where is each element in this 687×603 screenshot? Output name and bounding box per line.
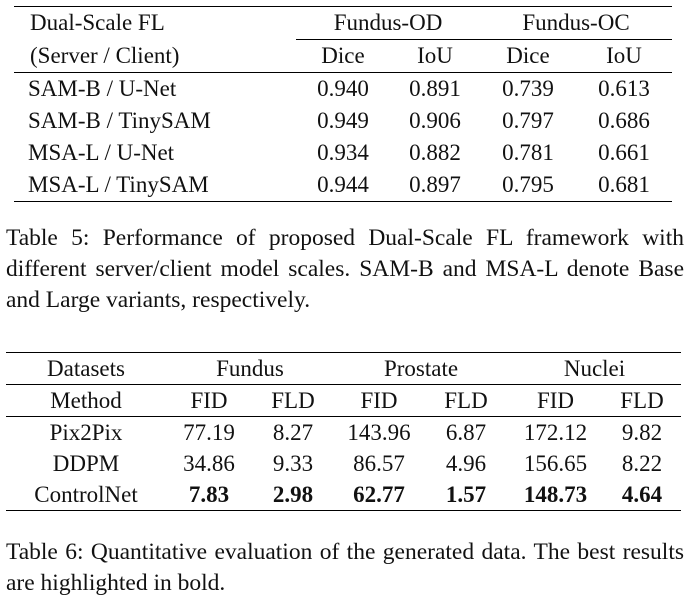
group-header: Prostate xyxy=(334,352,508,385)
value-cell: 77.19 xyxy=(166,416,252,448)
table-row: SAM-B / U-Net 0.940 0.891 0.739 0.613 xyxy=(14,72,672,105)
value-cell: 6.87 xyxy=(424,416,508,448)
value-cell: 0.797 xyxy=(502,108,554,133)
metric-header: FLD xyxy=(603,384,681,417)
value-cell: 0.795 xyxy=(480,169,576,202)
metric-header: FLD xyxy=(424,384,508,417)
table-row: DDPM 34.86 9.33 86.57 4.96 156.65 8.22 xyxy=(6,448,681,479)
value-cell: 0.891 xyxy=(390,72,480,105)
table-row: SAM-B / TinySAM 0.949 0.906 0.797 0.686 xyxy=(14,105,672,137)
table-header-row: Method FID FLD FID FLD FID FLD xyxy=(6,384,681,417)
model-cell: MSA-L / TinySAM xyxy=(14,169,296,202)
table-header-row: (Server / Client) Dice IoU Dice IoU xyxy=(14,39,672,73)
table-header-row: Datasets Fundus Prostate Nuclei xyxy=(6,352,681,385)
value-cell: 9.33 xyxy=(272,450,314,476)
metric-header: Dice xyxy=(480,39,576,73)
table-row: ControlNet 7.83 2.98 62.77 1.57 148.73 4… xyxy=(6,479,681,511)
best-value-cell: 62.77 xyxy=(334,479,424,511)
metric-header: Dice xyxy=(296,39,390,73)
best-value-cell: 1.57 xyxy=(424,479,508,511)
value-cell: 0.944 xyxy=(296,169,390,202)
table-5: Dual-Scale FL Fundus-OD Fundus-OC (Serve… xyxy=(14,6,672,202)
value-cell: 156.65 xyxy=(523,450,588,476)
header-cell: Dual-Scale FL xyxy=(14,6,296,40)
header-cell: (Server / Client) xyxy=(30,42,180,68)
table-row: MSA-L / TinySAM 0.944 0.897 0.795 0.681 xyxy=(14,169,672,202)
header-cell: Method xyxy=(6,384,166,417)
value-cell: 0.661 xyxy=(598,140,650,165)
value-cell: 4.96 xyxy=(445,450,487,476)
value-cell: 172.12 xyxy=(508,416,603,448)
value-cell: 0.739 xyxy=(480,72,576,105)
table-6-caption: Table 6: Quantitative evaluation of the … xyxy=(6,539,684,596)
method-cell: ControlNet xyxy=(6,479,166,511)
value-cell: 0.940 xyxy=(296,72,390,105)
metric-header: FID xyxy=(166,384,252,417)
best-value-cell: 4.64 xyxy=(603,479,681,511)
best-value-cell: 2.98 xyxy=(252,479,334,511)
value-cell: 0.897 xyxy=(390,169,480,202)
best-value-cell: 148.73 xyxy=(508,479,603,511)
table-5-caption: Table 5: Performance of proposed Dual-Sc… xyxy=(6,225,684,313)
group-header: Fundus-OC xyxy=(480,6,672,40)
value-cell: 34.86 xyxy=(183,450,235,476)
value-cell: 0.681 xyxy=(576,169,672,202)
value-cell: 0.906 xyxy=(409,108,461,133)
metric-header: FLD xyxy=(252,384,334,417)
best-value-cell: 7.83 xyxy=(166,479,252,511)
method-cell: DDPM xyxy=(52,450,120,476)
metric-header: FID xyxy=(508,384,603,417)
value-cell: 8.27 xyxy=(252,416,334,448)
table-header-row: Dual-Scale FL Fundus-OD Fundus-OC xyxy=(14,6,672,40)
header-cell: Datasets xyxy=(6,352,166,385)
value-cell: 9.82 xyxy=(603,416,681,448)
model-cell: MSA-L / U-Net xyxy=(28,140,175,165)
value-cell: 0.686 xyxy=(598,108,650,133)
model-cell: SAM-B / TinySAM xyxy=(28,108,211,133)
value-cell: 143.96 xyxy=(334,416,424,448)
value-cell: 86.57 xyxy=(353,450,405,476)
method-cell: Pix2Pix xyxy=(6,416,166,448)
metric-header: IoU xyxy=(576,39,672,73)
metric-header: FID xyxy=(334,384,424,417)
value-cell: 0.934 xyxy=(317,140,369,165)
model-cell: SAM-B / U-Net xyxy=(14,72,296,105)
value-cell: 0.781 xyxy=(502,140,554,165)
group-header: Fundus-OD xyxy=(296,6,480,40)
value-cell: 0.882 xyxy=(409,140,461,165)
value-cell: 0.613 xyxy=(576,72,672,105)
value-cell: 0.949 xyxy=(317,108,369,133)
table-row: Pix2Pix 77.19 8.27 143.96 6.87 172.12 9.… xyxy=(6,416,681,448)
metric-header: IoU xyxy=(390,39,480,73)
group-header: Fundus xyxy=(166,352,334,385)
table-6: Datasets Fundus Prostate Nuclei Method F… xyxy=(6,352,681,511)
table-row: MSA-L / U-Net 0.934 0.882 0.781 0.661 xyxy=(14,137,672,169)
value-cell: 8.22 xyxy=(621,450,663,476)
group-header: Nuclei xyxy=(508,352,681,385)
